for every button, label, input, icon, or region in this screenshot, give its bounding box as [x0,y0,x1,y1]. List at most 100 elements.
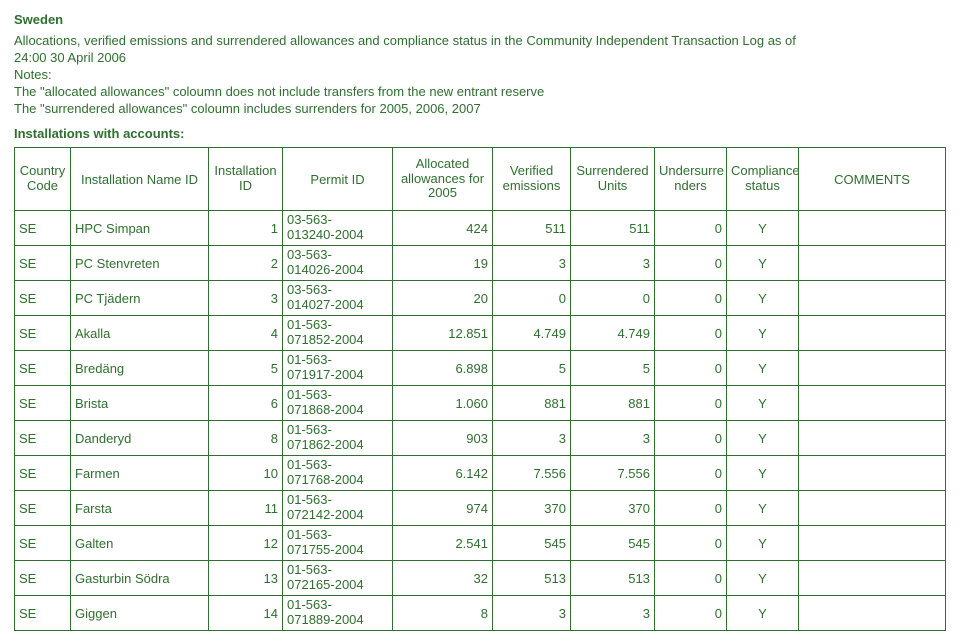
cell-name: Bredäng [71,351,209,386]
cell-country: SE [15,351,71,386]
cell-name: Akalla [71,316,209,351]
cell-instid: 11 [209,491,283,526]
table-header-row: Country Code Installation Name ID Instal… [15,148,946,211]
cell-country: SE [15,281,71,316]
cell-country: SE [15,386,71,421]
cell-verified: 3 [493,246,571,281]
col-under: Undersurre nders [655,148,727,211]
cell-surr: 4.749 [571,316,655,351]
cell-country: SE [15,491,71,526]
table-row: SEFarsta1101-563- 072142-20049743703700Y [15,491,946,526]
cell-permit: 03-563- 014026-2004 [283,246,393,281]
cell-permit: 01-563- 071917-2004 [283,351,393,386]
col-name: Installation Name ID [71,148,209,211]
cell-comments [799,316,946,351]
cell-surr: 0 [571,281,655,316]
col-country: Country Code [15,148,71,211]
cell-permit: 03-563- 014027-2004 [283,281,393,316]
notes-label: Notes: [14,67,946,82]
cell-surr: 3 [571,421,655,456]
cell-verified: 7.556 [493,456,571,491]
cell-comments [799,246,946,281]
cell-country: SE [15,316,71,351]
cell-alloc: 2.541 [393,526,493,561]
cell-surr: 370 [571,491,655,526]
table-row: SEFarmen1001-563- 071768-20046.1427.5567… [15,456,946,491]
cell-under: 0 [655,316,727,351]
cell-comments [799,596,946,631]
cell-verified: 370 [493,491,571,526]
cell-under: 0 [655,456,727,491]
cell-alloc: 6.142 [393,456,493,491]
cell-name: HPC Simpan [71,211,209,246]
cell-alloc: 12.851 [393,316,493,351]
cell-alloc: 19 [393,246,493,281]
cell-instid: 12 [209,526,283,561]
cell-surr: 513 [571,561,655,596]
table-row: SEGasturbin Södra1301-563- 072165-200432… [15,561,946,596]
table-row: SEAkalla401-563- 071852-200412.8514.7494… [15,316,946,351]
cell-under: 0 [655,491,727,526]
cell-surr: 3 [571,596,655,631]
cell-under: 0 [655,211,727,246]
cell-instid: 13 [209,561,283,596]
cell-country: SE [15,596,71,631]
cell-compl: Y [727,211,799,246]
table-row: SEDanderyd801-563- 071862-2004903330Y [15,421,946,456]
cell-under: 0 [655,246,727,281]
cell-compl: Y [727,316,799,351]
cell-country: SE [15,211,71,246]
cell-verified: 3 [493,596,571,631]
cell-country: SE [15,246,71,281]
cell-name: PC Tjädern [71,281,209,316]
cell-country: SE [15,561,71,596]
cell-country: SE [15,421,71,456]
cell-permit: 03-563- 013240-2004 [283,211,393,246]
table-row: SEHPC Simpan103-563- 013240-200442451151… [15,211,946,246]
cell-alloc: 903 [393,421,493,456]
cell-permit: 01-563- 072165-2004 [283,561,393,596]
cell-surr: 7.556 [571,456,655,491]
cell-surr: 881 [571,386,655,421]
cell-instid: 4 [209,316,283,351]
cell-comments [799,351,946,386]
cell-name: Giggen [71,596,209,631]
cell-compl: Y [727,526,799,561]
col-compl: Compliance status [727,148,799,211]
cell-instid: 8 [209,421,283,456]
cell-verified: 3 [493,421,571,456]
cell-surr: 511 [571,211,655,246]
cell-compl: Y [727,281,799,316]
cell-verified: 511 [493,211,571,246]
cell-instid: 5 [209,351,283,386]
cell-permit: 01-563- 071868-2004 [283,386,393,421]
cell-alloc: 424 [393,211,493,246]
section-heading: Installations with accounts: [14,126,946,141]
note-1: The "allocated allowances" coloumn does … [14,84,946,99]
installations-table: Country Code Installation Name ID Instal… [14,147,946,631]
cell-compl: Y [727,456,799,491]
cell-compl: Y [727,596,799,631]
cell-instid: 1 [209,211,283,246]
cell-compl: Y [727,351,799,386]
cell-permit: 01-563- 071852-2004 [283,316,393,351]
cell-verified: 0 [493,281,571,316]
cell-under: 0 [655,526,727,561]
cell-permit: 01-563- 071862-2004 [283,421,393,456]
cell-name: PC Stenvreten [71,246,209,281]
table-row: SEGiggen1401-563- 071889-20048330Y [15,596,946,631]
cell-instid: 14 [209,596,283,631]
note-2: The "surrendered allowances" coloumn inc… [14,101,946,116]
cell-under: 0 [655,421,727,456]
cell-verified: 545 [493,526,571,561]
cell-instid: 2 [209,246,283,281]
cell-comments [799,211,946,246]
cell-instid: 10 [209,456,283,491]
cell-permit: 01-563- 071889-2004 [283,596,393,631]
cell-comments [799,526,946,561]
cell-comments [799,491,946,526]
cell-compl: Y [727,491,799,526]
col-verified: Verified emissions [493,148,571,211]
cell-compl: Y [727,386,799,421]
cell-name: Gasturbin Södra [71,561,209,596]
